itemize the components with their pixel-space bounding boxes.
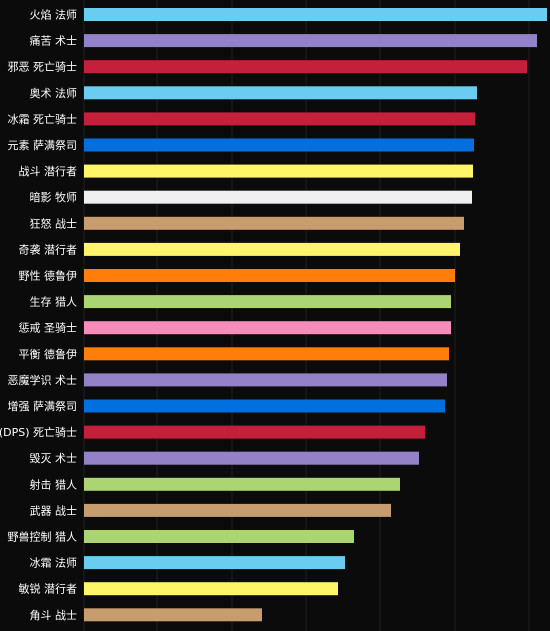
category-label: 奥术 法师 (30, 86, 78, 100)
bar (84, 399, 445, 413)
category-label: 火焰 法师 (30, 8, 78, 22)
bar (84, 112, 475, 126)
bar (84, 164, 473, 178)
category-label: 元素 萨满祭司 (8, 139, 78, 152)
bar (84, 34, 537, 48)
bar (84, 373, 447, 387)
bar (84, 503, 391, 517)
bar (84, 530, 354, 543)
bar (84, 477, 400, 491)
bars (84, 8, 547, 622)
category-label: (DPS) 死亡骑士 (0, 425, 77, 439)
category-label: 毁灭 术士 (30, 451, 78, 465)
bar (84, 582, 338, 596)
category-label: 敏锐 潜行者 (19, 582, 78, 596)
category-label: 战斗 潜行者 (19, 164, 78, 178)
bar (84, 8, 547, 21)
bar (84, 295, 451, 309)
bar (84, 60, 527, 74)
category-label: 射击 猎人 (30, 477, 78, 491)
bar (84, 269, 455, 282)
category-label: 暗影 牧师 (30, 190, 78, 204)
category-label: 恶魔学识 术士 (8, 373, 78, 387)
bar (84, 190, 472, 204)
category-label: 生存 猎人 (30, 295, 78, 309)
category-label: 野性 德鲁伊 (19, 269, 78, 283)
bar (84, 608, 262, 622)
category-label: 邪恶 死亡骑士 (8, 60, 78, 74)
category-label: 野兽控制 猎人 (8, 530, 78, 544)
bar (84, 86, 477, 100)
bar (84, 216, 464, 230)
category-label: 平衡 德鲁伊 (19, 347, 78, 361)
category-label: 武器 战士 (30, 504, 78, 517)
bar (84, 556, 345, 570)
category-label: 增强 萨满祭司 (8, 399, 78, 413)
category-label: 狂怒 战士 (30, 216, 78, 230)
gridlines (83, 0, 530, 631)
category-label: 角斗 战士 (30, 609, 78, 622)
category-label: 冰霜 死亡骑士 (8, 112, 78, 126)
bar (84, 242, 460, 256)
category-label: 冰霜 法师 (30, 556, 78, 570)
bar (84, 138, 474, 152)
bar (84, 425, 425, 439)
category-label: 奇袭 潜行者 (19, 242, 78, 256)
category-label: 痛苦 术士 (30, 34, 78, 48)
bar (84, 451, 419, 465)
category-label: 惩戒 圣骑士 (19, 322, 78, 335)
bar (84, 321, 451, 335)
bar (84, 347, 449, 361)
